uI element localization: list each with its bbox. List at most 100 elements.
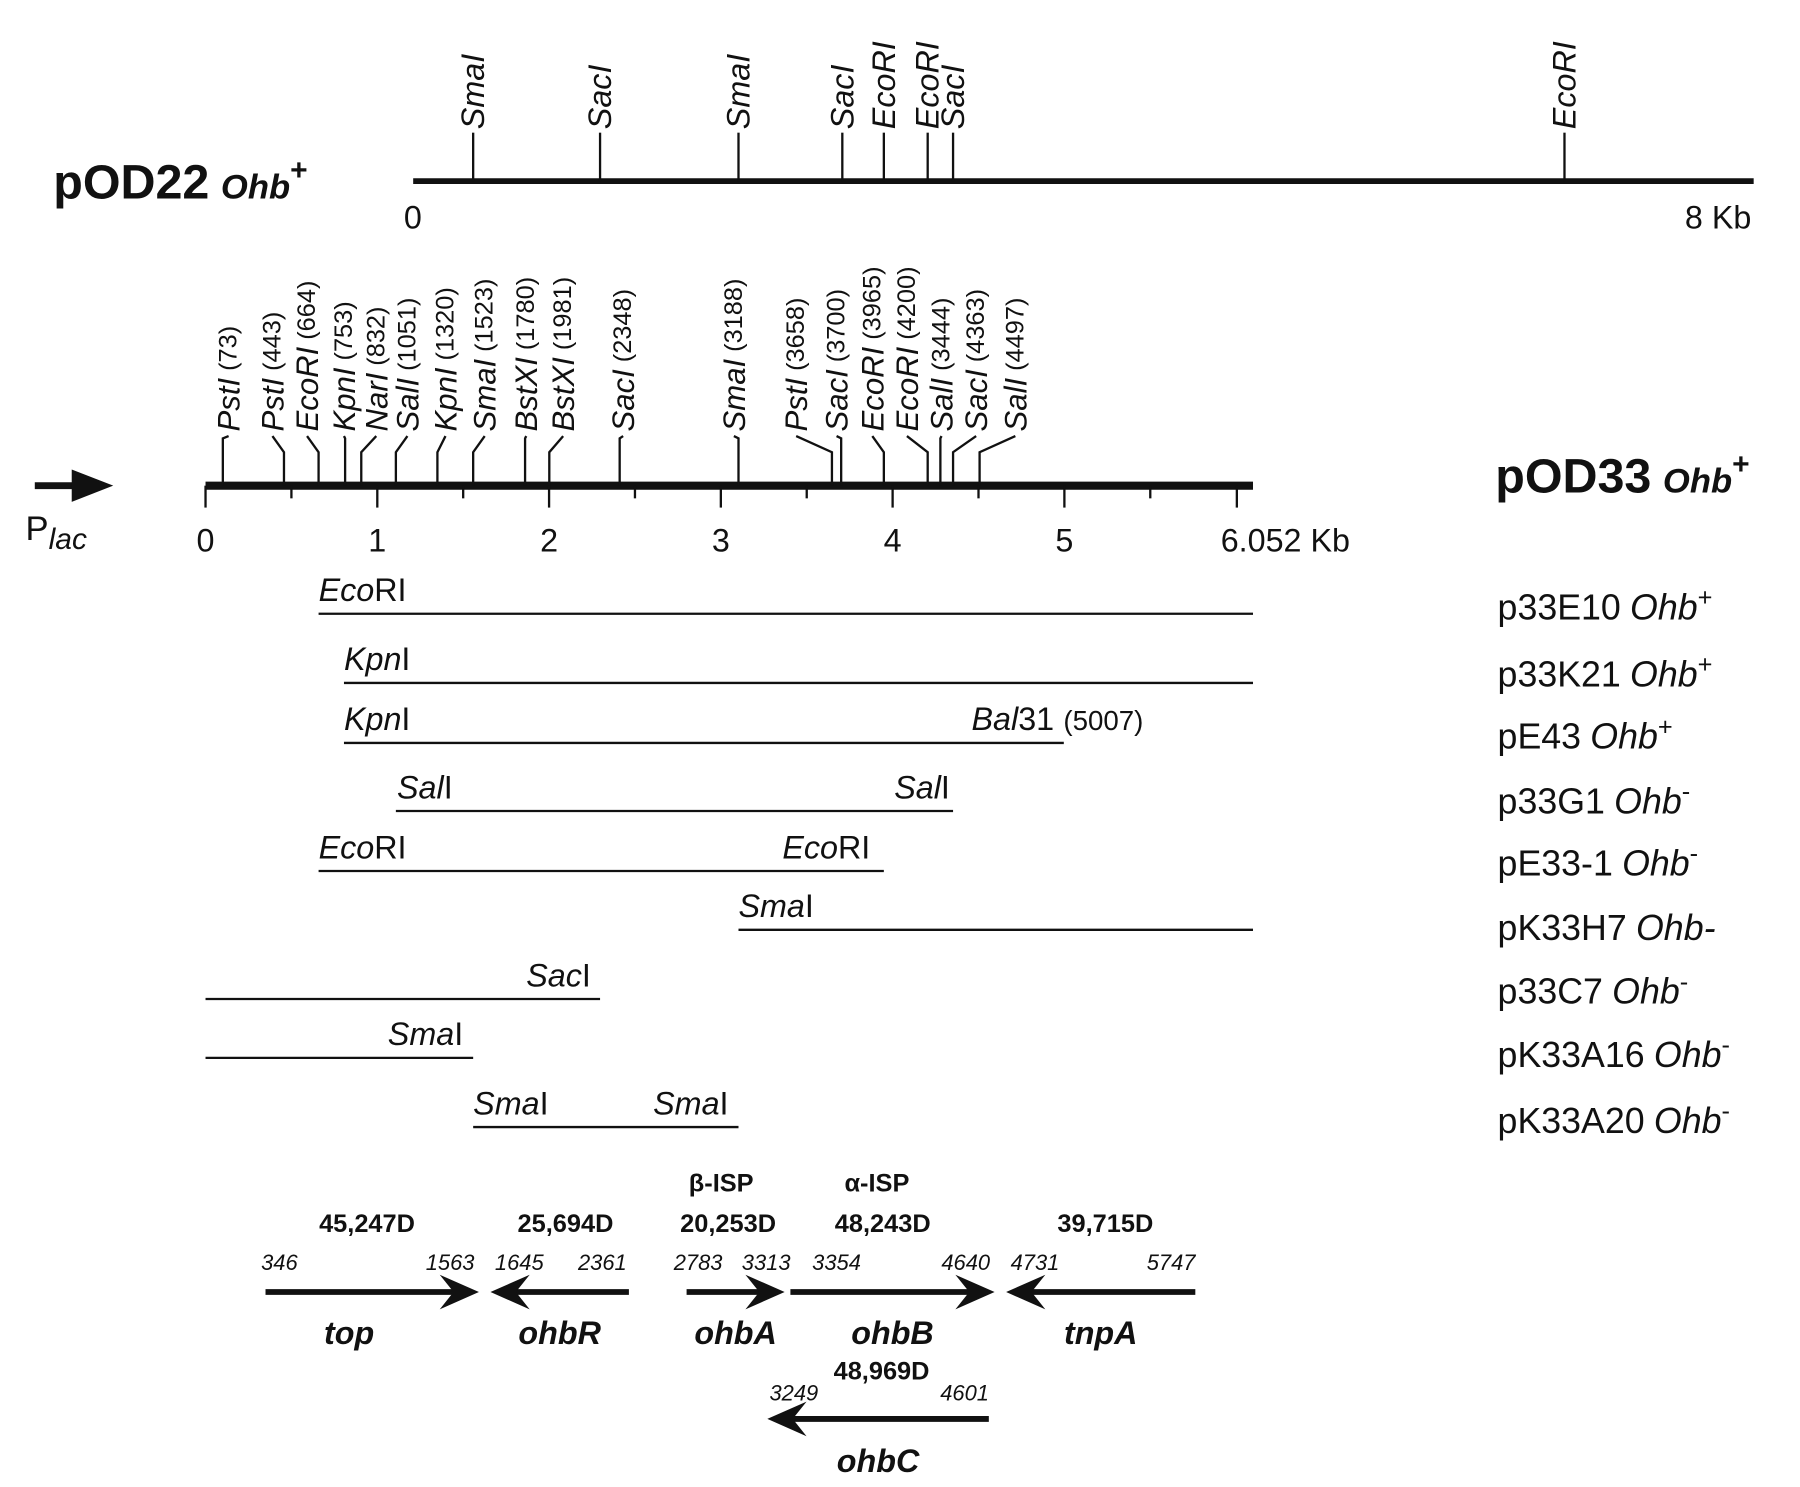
gene-arrow-head: [745, 1274, 785, 1310]
site-tick: [871, 435, 886, 486]
gene-from: 3354: [812, 1250, 861, 1275]
construct-name-part: Ohb: [1654, 1101, 1722, 1141]
site-position: (3188): [720, 279, 748, 352]
site-label: KpnI (753): [326, 301, 361, 431]
site-position: (3444): [928, 298, 956, 371]
construct-name: pE43 Ohb+: [1498, 713, 1673, 757]
site-position: (832): [362, 307, 390, 366]
gene-from: 2783: [673, 1250, 723, 1275]
construct-name-part: pE33-1: [1498, 844, 1613, 884]
fragment-label-part: Eco: [782, 829, 838, 865]
site-label: EcoRI (664): [290, 281, 325, 432]
fragment-label: SmaI: [653, 1085, 728, 1121]
gene-mass: 45,247D: [319, 1210, 415, 1238]
fragment-label-part: Sal: [397, 769, 445, 805]
site-label: PstI (443): [255, 312, 290, 432]
site-tick: [618, 435, 624, 486]
pod22-title-part: pOD22: [53, 155, 209, 209]
site-enzyme: PstI: [211, 377, 246, 431]
site-position: (1981): [549, 277, 577, 350]
site-position: (1780): [512, 277, 540, 350]
site-enzyme: SmaI: [467, 358, 502, 431]
gene-name: ohbR: [518, 1315, 601, 1351]
site-enzyme: EcoRI: [855, 346, 890, 431]
site-tick: [906, 435, 929, 486]
construct-name: p33G1 Ohb-: [1498, 777, 1691, 821]
fragment-label: SalI: [894, 769, 950, 805]
site-position: (664): [293, 281, 321, 340]
site-position: (4200): [893, 266, 921, 339]
pod33-title-part: +: [1732, 448, 1750, 481]
site-label: SalI (1051): [390, 298, 425, 432]
gene-from: 346: [261, 1250, 298, 1275]
site-enzyme: EcoRI: [290, 346, 325, 431]
site-label: SacI (4363): [959, 289, 994, 432]
site-label: BstXI (1981): [546, 277, 581, 432]
site-label: PstI (73): [211, 326, 246, 432]
construct-name-part: Ohb-: [1636, 908, 1716, 948]
construct-name-part: pE43: [1498, 717, 1582, 757]
gene-name: ohbA: [694, 1315, 777, 1351]
fragment-label: SacI: [526, 957, 591, 993]
construct-name: pE33-1 Ohb-: [1498, 840, 1699, 884]
fragment-label-part: I: [401, 701, 410, 737]
site-position: (3965): [858, 266, 886, 339]
construct-name: p33K21 Ohb+: [1498, 651, 1713, 695]
site-label: SmaI (3188): [716, 279, 751, 432]
site-label: EcoRI: [866, 41, 902, 129]
construct-name-part: p33K21: [1498, 654, 1621, 694]
fragment-label-part: RI: [838, 829, 870, 865]
site-tick: [978, 435, 1016, 486]
site-enzyme: PstI: [779, 377, 814, 431]
gene-name: ohbC: [837, 1443, 920, 1479]
construct-name-part: pK33A20: [1498, 1101, 1645, 1141]
gene-to: 4601: [940, 1380, 989, 1405]
site-position: (73): [215, 326, 243, 371]
gene-arrow-head: [439, 1274, 479, 1310]
gene-arrow-head: [767, 1401, 807, 1437]
site-enzyme: SacI: [819, 369, 854, 432]
fragment-label-part: I: [941, 769, 950, 805]
pod22-title: pOD22 Ohb+: [53, 154, 307, 209]
construct-name-part: +: [1658, 713, 1673, 741]
fragment-label-part: Kpn: [344, 701, 401, 737]
fragment-label: EcoRI: [782, 829, 870, 865]
site-label: SalI (3444): [924, 298, 959, 432]
scale-start: 0: [404, 199, 422, 235]
fragment-label-part: I: [720, 1085, 729, 1121]
site-label: EcoRI: [1546, 41, 1582, 129]
site-tick: [306, 435, 320, 486]
construct-name-part: Ohb: [1612, 972, 1680, 1012]
site-enzyme: SacI: [959, 369, 994, 432]
fragment-label-part: Sma: [653, 1085, 719, 1121]
fragment-label-part: Eco: [319, 572, 375, 608]
construct-name-part: Ohb: [1590, 717, 1658, 757]
gene-name: top: [324, 1315, 374, 1351]
construct-name: pK33A16 Ohb-: [1498, 1031, 1730, 1075]
pod33-title-part: Ohb: [1663, 463, 1732, 501]
construct-name: p33E10 Ohb+: [1498, 584, 1713, 628]
construct-name-part: +: [1698, 584, 1713, 612]
site-label: SacI (2348): [606, 289, 641, 432]
fragment-label-part: Sac: [526, 957, 582, 993]
construct-name: p33C7 Ohb-: [1498, 968, 1689, 1012]
site-label: EcoRI (4200): [889, 266, 924, 431]
scale-label: 1: [368, 522, 386, 558]
site-position: (3700): [823, 289, 851, 362]
site-label: SacI: [582, 65, 618, 130]
gene-protein: β-ISP: [689, 1170, 754, 1198]
site-enzyme: KpnI: [326, 367, 361, 431]
gene-mass: 48,969D: [834, 1358, 930, 1386]
site-enzyme: NarI: [359, 372, 394, 431]
site-label: PstI (3658): [779, 298, 814, 432]
construct-name-part: Ohb: [1630, 654, 1698, 694]
gene-arrow-head: [955, 1274, 995, 1310]
construct-name-part: -: [1682, 777, 1690, 805]
site-label: SmaI: [720, 54, 756, 129]
construct-name-part: p33C7: [1498, 972, 1603, 1012]
site-enzyme: KpnI: [428, 367, 463, 431]
site-position: (4363): [962, 289, 990, 362]
fragment-label: Bal31 (5007): [972, 701, 1144, 737]
scale-label: 4: [884, 522, 902, 558]
